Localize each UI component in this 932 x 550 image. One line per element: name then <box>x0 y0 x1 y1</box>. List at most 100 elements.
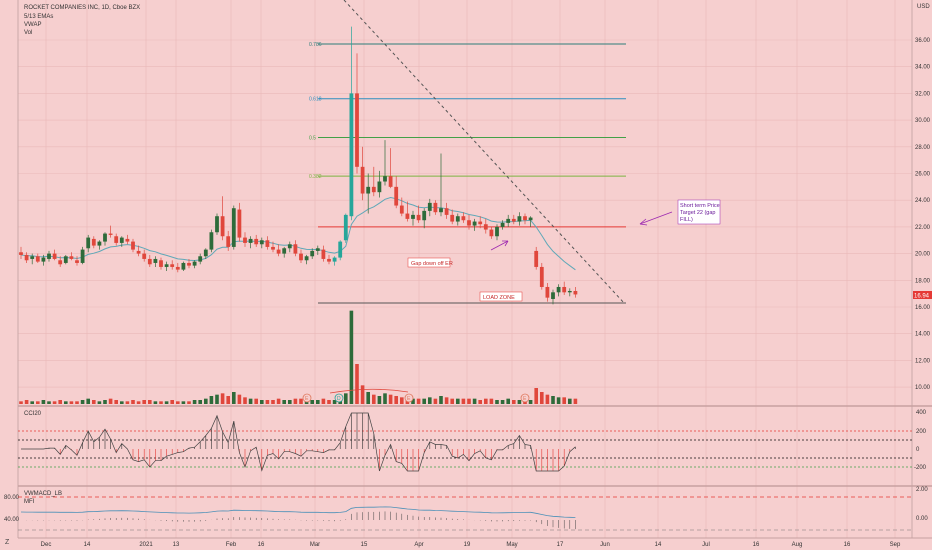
volume-bar <box>260 400 264 404</box>
volume-bar <box>86 398 90 404</box>
candle-body <box>287 244 292 249</box>
volume-bar <box>142 400 146 404</box>
symbol-title: ROCKET COMPANIES INC, 1D, Cboe BZX <box>24 5 140 11</box>
downtrend-line[interactable] <box>343 0 626 305</box>
left-toolbar-letter[interactable]: Z <box>5 539 10 546</box>
time-axis[interactable]: Dec 14 2021 13 Feb 16 Mar 15 Apr 19 May 17 Jun 14 Jul 1… <box>41 542 901 548</box>
fib-retracement[interactable]: 0.786 0.618 0.5 0.382 <box>309 42 626 180</box>
candle-body <box>327 258 331 262</box>
volume-bar <box>276 398 281 404</box>
time-tick-label: 16 <box>844 542 851 548</box>
fib-level-label: 0.618 <box>309 97 322 103</box>
volume-bar <box>64 401 68 404</box>
event-marker-label: E <box>305 396 309 402</box>
volume-bar <box>327 400 331 404</box>
candle-body <box>461 216 466 221</box>
time-tick-label: Jul <box>702 542 710 548</box>
cci-tick: 400 <box>916 410 927 416</box>
volume-bar <box>506 398 510 404</box>
candle-body <box>371 186 376 193</box>
candle-body <box>293 244 298 254</box>
time-tick-label: 2021 <box>139 542 153 548</box>
candle-body <box>47 253 51 259</box>
load-zone-label-box[interactable] <box>479 291 523 302</box>
ema-line <box>20 196 576 271</box>
volume-bar <box>226 396 230 404</box>
volume-bar <box>433 398 438 404</box>
vwmacd-histogram <box>26 511 576 530</box>
price-tick-label: 18.00 <box>915 278 931 284</box>
candle-body <box>164 264 169 267</box>
current-price-label: 16.94 <box>914 294 930 300</box>
price-tick-label: 30.00 <box>915 118 931 124</box>
candle-body <box>24 254 29 261</box>
volume-bar <box>355 364 359 404</box>
volume-bar <box>36 401 40 404</box>
cci-tick: -200 <box>914 465 927 471</box>
candle-body <box>282 248 287 254</box>
candle-body <box>226 236 231 247</box>
time-tick-label: Feb <box>226 542 237 548</box>
volume-bar <box>265 400 270 404</box>
event-marker[interactable] <box>520 393 530 403</box>
time-tick-label: Mar <box>310 542 320 548</box>
current-price-tag <box>913 291 932 299</box>
volume-bar <box>80 400 85 404</box>
candlestick-series <box>19 26 578 305</box>
candle-body <box>489 229 494 237</box>
fib-level-label: 0.5 <box>309 135 316 141</box>
candle-body <box>119 237 124 243</box>
price-tick-label: 10.00 <box>915 385 931 391</box>
volume-bar <box>528 400 533 404</box>
price-axis[interactable]: 36.00 34.00 32.00 30.00 28.00 26.00 24.00 22.00… <box>915 38 931 391</box>
volume-bar <box>220 393 225 404</box>
candle-body <box>534 250 539 267</box>
volume-ma-line <box>329 388 409 394</box>
candle-body <box>181 262 186 270</box>
candle-body <box>495 226 499 237</box>
candle-body <box>422 210 427 221</box>
volume-bar <box>551 396 555 404</box>
volume-bar <box>512 400 516 404</box>
volume-bar <box>24 400 29 404</box>
target-arrow[interactable] <box>639 211 673 225</box>
volume-bar <box>148 400 152 404</box>
volume-bar <box>52 401 57 404</box>
gap-down-label-box[interactable] <box>407 257 451 268</box>
event-marker[interactable] <box>302 393 312 403</box>
indicator-label-vwap: VWAP <box>24 22 41 28</box>
event-marker[interactable] <box>334 393 344 403</box>
price-tick-label: 22.00 <box>915 225 931 231</box>
candle-body <box>310 250 315 257</box>
volume-bar <box>92 400 96 404</box>
candle-body <box>394 186 399 206</box>
volume-bar <box>192 400 197 404</box>
event-marker[interactable] <box>404 393 414 403</box>
candle-body <box>472 221 477 226</box>
candle-body <box>86 237 91 249</box>
load-zone-label: LOAD ZONE <box>483 295 515 301</box>
volume-bar <box>372 394 376 404</box>
candle-body <box>80 249 85 263</box>
candle-body <box>243 237 247 243</box>
price-tick-label: 14.00 <box>915 332 931 338</box>
volume-bar <box>444 397 449 404</box>
target-label-box[interactable] <box>677 199 721 225</box>
volume-bar <box>540 392 544 404</box>
candle-body <box>276 249 281 254</box>
candle-body <box>91 238 96 246</box>
volume-bar <box>299 398 303 404</box>
volume-bar <box>400 397 404 404</box>
bounce-arrow[interactable] <box>490 240 509 251</box>
volume-bar <box>495 400 499 404</box>
event-markers[interactable]: E D E E <box>302 393 530 403</box>
volume-bar <box>271 400 275 404</box>
candle-body <box>192 261 197 266</box>
time-tick-label: 17 <box>557 542 564 548</box>
volume-bar <box>215 394 219 404</box>
volume-bar <box>248 398 253 404</box>
candle-body <box>439 208 443 213</box>
volume-bar <box>237 394 242 404</box>
